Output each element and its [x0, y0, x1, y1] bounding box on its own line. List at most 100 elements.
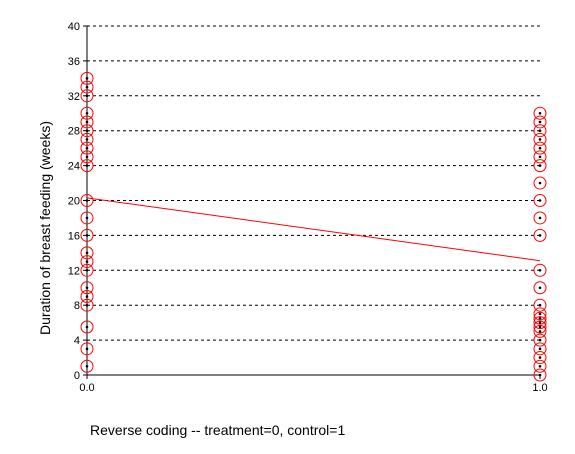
data-point — [80, 246, 94, 260]
data-point — [533, 176, 547, 190]
data-point-dot — [538, 111, 542, 115]
data-point-dot — [85, 199, 89, 202]
data-point — [533, 351, 547, 365]
data-point — [533, 141, 547, 155]
data-point — [80, 150, 94, 164]
y-tick-label: 4 — [74, 335, 80, 347]
y-tick-label: 12 — [68, 265, 80, 277]
data-point — [80, 342, 94, 356]
y-tick-label: 32 — [68, 91, 80, 103]
data-point — [80, 71, 94, 85]
data-point — [533, 298, 547, 312]
data-point-dot — [538, 269, 542, 272]
data-point-dot — [85, 94, 89, 98]
data-point — [80, 359, 94, 373]
data-point — [533, 124, 547, 138]
y-tick-label: 8 — [74, 300, 80, 312]
data-point-dot — [538, 234, 542, 237]
data-point-dot — [538, 330, 542, 333]
y-tick-label: 20 — [68, 196, 80, 208]
data-point — [80, 124, 94, 138]
data-point — [80, 289, 94, 303]
y-tick-label: 40 — [68, 21, 80, 33]
data-point-dot — [85, 347, 89, 351]
data-point-dot — [538, 325, 542, 329]
data-point-dot — [538, 138, 542, 141]
data-point-dot — [538, 364, 542, 368]
data-point-dot — [538, 316, 542, 320]
data-point — [80, 141, 94, 155]
data-point-dot — [85, 303, 89, 307]
data-point — [533, 194, 547, 207]
data-point-dot — [538, 129, 542, 132]
data-point — [533, 324, 547, 338]
x-axis-title: Reverse coding -- treatment=0, control=1 — [90, 422, 345, 438]
data-point-dot — [538, 338, 542, 342]
x-tick-label: 0.0 — [79, 382, 94, 394]
data-point-dot — [85, 111, 89, 115]
data-point — [533, 263, 547, 277]
data-point-dot — [538, 146, 542, 150]
data-point — [80, 194, 94, 207]
data-point-dot — [85, 251, 89, 255]
data-point-dot — [85, 155, 89, 159]
data-point-dot — [85, 286, 89, 290]
data-point-dot — [538, 373, 542, 377]
data-point-dot — [538, 312, 542, 316]
data-point — [80, 106, 94, 120]
data-point — [80, 132, 94, 146]
data-point — [533, 132, 547, 146]
y-axis-title: Duration of breast feeding (weeks) — [37, 121, 53, 335]
data-point-dot — [85, 216, 89, 220]
y-tick-label: 28 — [68, 126, 80, 138]
data-point-dot — [85, 364, 89, 368]
data-point — [80, 211, 94, 225]
y-tick-label: 16 — [68, 230, 80, 242]
data-point-dot — [85, 146, 89, 150]
y-tick-label: 24 — [68, 161, 80, 173]
data-point — [533, 106, 547, 120]
data-point-dot — [538, 321, 542, 324]
data-point — [80, 263, 94, 277]
data-points — [80, 71, 547, 382]
data-point — [80, 80, 94, 94]
data-point-dot — [85, 138, 89, 141]
data-point — [80, 281, 94, 295]
data-point-dot — [538, 303, 542, 307]
data-point-dot — [538, 181, 542, 185]
data-point — [80, 115, 94, 129]
data-point — [533, 333, 547, 347]
fit-line-group — [86, 197, 541, 262]
data-point — [80, 298, 94, 312]
y-tick-label: 36 — [68, 56, 80, 68]
data-point-dot — [85, 77, 89, 80]
data-point-dot — [538, 164, 542, 167]
data-point-dot — [538, 347, 542, 351]
data-point-dot — [538, 356, 542, 359]
data-point-dot — [85, 234, 89, 237]
x-tick-label: 1.0 — [532, 382, 547, 394]
data-point-dot — [85, 295, 89, 298]
y-tick-label: 0 — [74, 370, 80, 382]
data-point — [533, 320, 547, 334]
data-point-dot — [85, 129, 89, 132]
data-point — [533, 359, 547, 373]
data-point — [80, 255, 94, 269]
data-point-dot — [85, 85, 89, 89]
data-point — [533, 316, 547, 330]
data-point — [533, 150, 547, 164]
data-point — [533, 211, 547, 225]
data-point — [80, 320, 94, 334]
data-point-dot — [85, 269, 89, 272]
data-point-dot — [85, 260, 89, 263]
fit-line — [86, 197, 541, 262]
data-point-dot — [538, 155, 542, 159]
data-point-dot — [538, 286, 542, 290]
data-point — [80, 89, 94, 103]
gridlines — [87, 25, 540, 341]
data-point — [533, 342, 547, 356]
data-point — [533, 311, 547, 325]
data-point — [533, 368, 547, 382]
data-point — [533, 228, 547, 242]
data-point-dot — [538, 216, 542, 220]
